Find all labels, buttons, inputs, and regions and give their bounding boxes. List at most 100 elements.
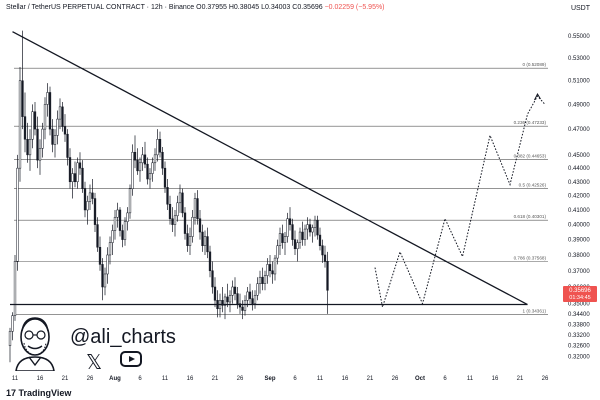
candle-body	[276, 245, 279, 259]
x-tick-label: 16	[492, 376, 499, 382]
candle-body	[296, 242, 299, 250]
candle-body	[111, 230, 114, 243]
candle-body	[198, 218, 202, 233]
candle-body	[68, 157, 72, 183]
tradingview-logo-icon: 17	[6, 388, 17, 398]
x-tick-label: 16	[37, 376, 44, 382]
candle-body	[283, 236, 287, 243]
candle-body	[163, 167, 167, 188]
candle-body	[141, 154, 144, 164]
candle-body	[86, 201, 89, 211]
x-tick-label: 26	[542, 376, 549, 382]
candle-body	[11, 315, 14, 332]
candle-body	[28, 139, 32, 156]
candle-body	[126, 212, 129, 222]
candle-body	[236, 293, 239, 304]
candle-body	[246, 291, 249, 301]
y-tick-label: 0.53000	[568, 56, 590, 62]
candle-body	[96, 224, 99, 248]
candle-body	[311, 227, 314, 233]
candle-body	[16, 167, 19, 262]
candle-body	[158, 139, 162, 153]
candle-body	[173, 215, 177, 225]
x-tick-label: 11	[12, 376, 19, 382]
y-tick-label: 0.32600	[568, 344, 590, 350]
y-tick-label: 0.42000	[568, 194, 590, 200]
price-axis[interactable]: 0.55000 0.53000 0.51000 0.49000 0.47000 0.450…	[568, 34, 590, 361]
candle-body	[211, 270, 214, 288]
candle-body	[98, 246, 102, 265]
candle-body	[253, 295, 257, 304]
candle-body	[238, 303, 242, 308]
candle-body	[251, 298, 254, 304]
x-tick-label: 6	[293, 376, 297, 382]
candle-body	[53, 135, 57, 145]
candle-body	[226, 296, 229, 303]
candle-body	[121, 230, 124, 240]
candlesticks	[8, 30, 329, 363]
x-tick-label: 16	[342, 376, 349, 382]
y-tick-label: 0.41000	[568, 208, 590, 214]
candle-body	[156, 139, 159, 156]
candle-body	[161, 151, 164, 169]
candle-body	[13, 260, 17, 316]
x-tick-label: 11	[317, 376, 324, 382]
candle-body	[43, 104, 47, 130]
x-tick-label: 6	[138, 376, 142, 382]
author-handle: @ali_charts	[70, 326, 176, 348]
x-tick-label: 26	[87, 376, 94, 382]
y-tick-label: 0.49000	[568, 102, 590, 108]
fib-level-label: 0.618 (0.40301)	[514, 214, 547, 219]
candle-body	[183, 212, 187, 234]
fib-level-label: 0 (0.52089)	[523, 62, 547, 67]
candle-body	[281, 233, 284, 243]
chart-header: Stellar / TetherUS PERPETUAL CONTRACT · …	[6, 4, 385, 11]
candle-body	[118, 209, 122, 231]
candle-body	[143, 154, 147, 165]
tradingview-logo[interactable]: 17 TradingView	[6, 388, 71, 398]
x-tick-label: 11	[162, 376, 169, 382]
candle-body	[231, 286, 234, 296]
candle-body	[261, 276, 264, 284]
y-tick-label: 0.38000	[568, 253, 590, 259]
fibonacci-levels: 0 (0.52089) 0.236 (0.47233) 0.382 (0.44653…	[14, 62, 548, 315]
tradingview-logo-text: TradingView	[18, 388, 72, 398]
x-tick-label: 26	[237, 376, 244, 382]
currency-label: USDT	[570, 5, 590, 12]
time-axis[interactable]: 11 16 21 26 Aug 6 11 16 21 26 Sep 6 11 16 21 26 Oct 6 11 16…	[12, 376, 549, 382]
candle-body	[178, 192, 182, 204]
fib-level-label: 1 (0.34361)	[523, 309, 547, 314]
candle-body	[73, 173, 77, 183]
y-tick-label: 0.33800	[568, 322, 590, 328]
candle-body	[258, 276, 262, 284]
projection-path	[374, 92, 546, 308]
candle-body	[83, 188, 87, 211]
price-tag-box	[563, 286, 597, 303]
candle-body	[313, 219, 317, 228]
candle-body	[8, 331, 12, 346]
candle-body	[76, 162, 79, 183]
candle-body	[146, 163, 149, 180]
candle-body	[213, 286, 217, 301]
candle-body	[103, 273, 107, 288]
trendlines	[10, 31, 528, 306]
x-tick-label: 16	[187, 376, 194, 382]
candle-body	[223, 296, 227, 306]
candle-body	[321, 245, 324, 256]
youtube-play-icon[interactable]	[120, 351, 142, 367]
x-logo-icon[interactable]: 𝕏	[86, 350, 103, 374]
candle-body	[133, 151, 137, 161]
candle-body	[196, 198, 199, 219]
y-tick-label: 0.33200	[568, 333, 590, 339]
y-tick-label: 0.55000	[568, 34, 590, 40]
x-tick-label: 21	[367, 376, 374, 382]
candle-body	[61, 106, 64, 127]
x-tick-label: 11	[467, 376, 474, 382]
candle-body	[138, 162, 142, 172]
candle-body	[56, 118, 59, 136]
candle-body	[193, 198, 197, 218]
candle-body	[108, 242, 112, 256]
